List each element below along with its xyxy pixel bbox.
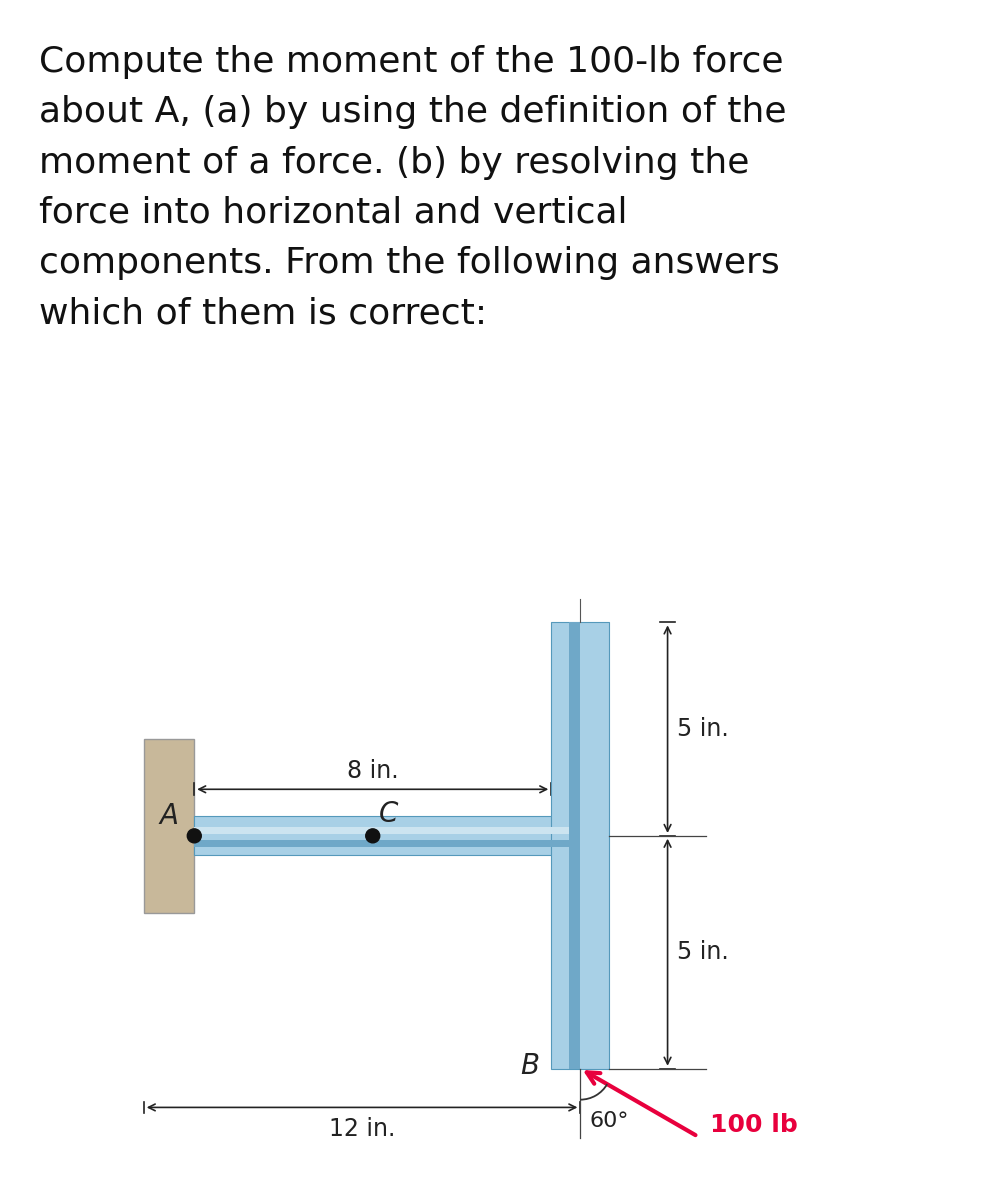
Text: C: C bbox=[379, 800, 398, 828]
Text: 5 in.: 5 in. bbox=[677, 717, 729, 741]
Text: 5 in.: 5 in. bbox=[677, 940, 729, 965]
Circle shape bbox=[187, 828, 201, 843]
Bar bbox=[194, 827, 571, 834]
Text: 12 in.: 12 in. bbox=[329, 1117, 395, 1141]
Text: A: A bbox=[160, 802, 178, 831]
Text: 8 in.: 8 in. bbox=[347, 760, 398, 783]
Bar bbox=[144, 739, 194, 914]
Circle shape bbox=[366, 828, 380, 843]
Text: 60°: 60° bbox=[590, 1112, 629, 1132]
Bar bbox=[551, 622, 609, 1069]
Bar bbox=[569, 622, 581, 1069]
Bar bbox=[194, 840, 571, 847]
Text: B: B bbox=[521, 1052, 539, 1081]
Text: Compute the moment of the 100-lb force
about A, (a) by using the definition of t: Compute the moment of the 100-lb force a… bbox=[39, 45, 787, 331]
Bar bbox=[194, 816, 571, 856]
Text: 100 lb: 100 lb bbox=[710, 1113, 798, 1136]
